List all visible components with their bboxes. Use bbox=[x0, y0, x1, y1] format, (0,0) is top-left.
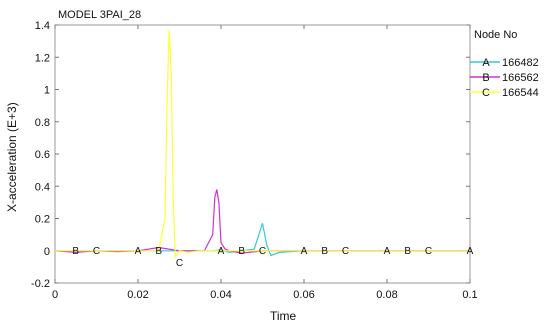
y-tick-label: 1 bbox=[44, 85, 50, 97]
series-marker-A: A bbox=[218, 246, 225, 257]
series-marker-A: A bbox=[467, 246, 474, 257]
y-tick-label: 1.2 bbox=[35, 52, 50, 64]
legend-marker-B: B bbox=[482, 72, 489, 84]
series-line-166482 bbox=[55, 223, 470, 257]
y-tick-label: 1.4 bbox=[35, 20, 50, 32]
x-tick-label: 0.04 bbox=[210, 289, 231, 301]
y-tick-label: -0.2 bbox=[31, 278, 50, 290]
y-tick-label: 0.8 bbox=[35, 117, 50, 129]
x-axis-title: Time bbox=[270, 309, 297, 323]
y-axis-title: X-acceleration (E+3) bbox=[5, 102, 19, 212]
y-tick-label: 0 bbox=[44, 246, 50, 258]
legend-marker-A: A bbox=[482, 57, 490, 69]
series-marker-C: C bbox=[259, 246, 266, 257]
legend-label-166544: 166544 bbox=[502, 87, 539, 99]
markers-layer: A A A A A B B B B B C C C C C bbox=[72, 246, 473, 269]
series-marker-A: A bbox=[384, 246, 391, 257]
legend-marker-C: C bbox=[482, 87, 490, 99]
series-layer bbox=[54, 29, 470, 260]
x-tick-label: 0.02 bbox=[127, 289, 148, 301]
series-marker-C: C bbox=[425, 246, 432, 257]
series-marker-C: C bbox=[93, 246, 100, 257]
legend-label-166482: 166482 bbox=[502, 57, 539, 69]
y-tick-label: 0.2 bbox=[35, 214, 50, 226]
plot-area bbox=[54, 24, 471, 284]
series-line-166562 bbox=[54, 189, 470, 254]
x-tick-label: 0.1 bbox=[462, 289, 477, 301]
series-marker-B: B bbox=[321, 246, 328, 257]
x-tick-label: 0 bbox=[52, 289, 58, 301]
series-marker-A: A bbox=[301, 246, 308, 257]
series-marker-C: C bbox=[176, 258, 183, 269]
y-tick-label: 0.6 bbox=[35, 149, 50, 161]
x-tick-label: 0.06 bbox=[293, 289, 314, 301]
legend: A 166482 B 166562 C 166544 bbox=[470, 57, 539, 99]
chart-title: MODEL 3PAI_28 bbox=[58, 9, 141, 21]
series-marker-B: B bbox=[155, 246, 162, 257]
series-marker-B: B bbox=[72, 246, 79, 257]
series-line-166544 bbox=[55, 29, 470, 260]
y-tick-label: 0.4 bbox=[35, 181, 50, 193]
series-marker-C: C bbox=[342, 246, 349, 257]
x-axis: 0 0.02 0.04 0.06 0.08 0.1 bbox=[52, 25, 478, 301]
series-marker-B: B bbox=[404, 246, 411, 257]
series-marker-B: B bbox=[238, 246, 245, 257]
y-axis: -0.2 0 0.2 0.4 0.6 0.8 1 1.2 1.4 bbox=[31, 20, 470, 290]
series-marker-A: A bbox=[135, 246, 142, 257]
legend-title: Node No bbox=[474, 29, 517, 41]
x-tick-label: 0.08 bbox=[376, 289, 397, 301]
legend-label-166562: 166562 bbox=[502, 72, 539, 84]
